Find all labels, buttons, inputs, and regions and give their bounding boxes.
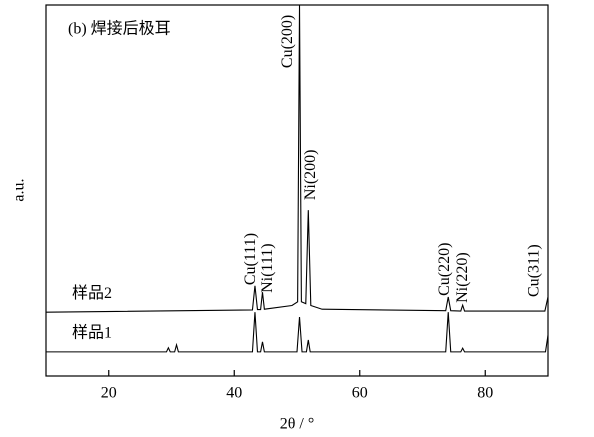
series-line: [45, 4, 549, 313]
peak-label: Ni(111): [259, 243, 276, 292]
series-line: [46, 312, 549, 353]
x-tick-label: 80: [477, 385, 493, 402]
peak-label: Ni(200): [302, 149, 319, 200]
peak-label: Cu(111): [242, 233, 259, 285]
plot-frame: [45, 4, 549, 377]
peak-label: Cu(200): [279, 15, 296, 68]
series-label: 样品1: [72, 324, 112, 342]
peak-label: Cu(220): [436, 243, 453, 296]
x-tick-label: 40: [226, 385, 242, 402]
peak-label: Cu(311): [525, 244, 542, 297]
chart-title: (b) 焊接后极耳: [68, 20, 171, 38]
x-tick-label: 60: [352, 385, 368, 402]
series-label: 样品2: [72, 284, 112, 302]
x-axis-label: 2θ / °: [280, 416, 315, 433]
peak-label: Ni(220): [454, 252, 471, 303]
y-axis-label: a.u.: [11, 178, 28, 201]
x-tick-label: 20: [101, 385, 117, 402]
